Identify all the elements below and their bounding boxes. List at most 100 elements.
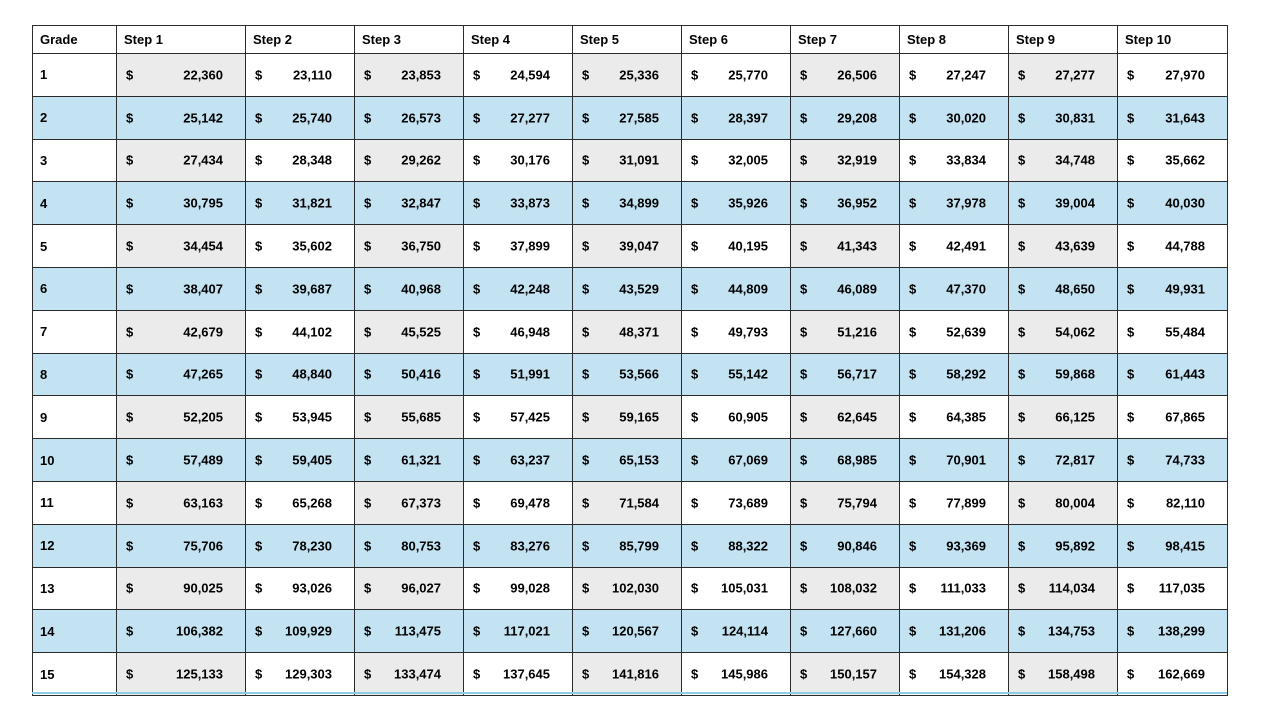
- salary-cell: $35,926: [681, 181, 791, 226]
- currency-symbol: $: [582, 281, 590, 297]
- salary-amount: 36,750: [401, 238, 441, 254]
- salary-cell: $65,153: [572, 438, 682, 482]
- currency-symbol: $: [800, 67, 808, 83]
- salary-cell: $30,176: [463, 138, 573, 183]
- salary-amount: 24,594: [510, 67, 550, 83]
- salary-cell: $30,795: [116, 181, 246, 226]
- currency-symbol: $: [126, 580, 134, 596]
- salary-amount: 120,567: [612, 623, 659, 639]
- pay-grade-table: Grade Step 1 Step 2 Step 3 Step 4 Step 5 Step …: [32, 25, 1228, 696]
- salary-cell: $27,434: [116, 138, 246, 183]
- salary-amount: 51,991: [510, 366, 550, 382]
- salary-amount: 73,689: [728, 495, 768, 511]
- currency-symbol: $: [582, 409, 590, 425]
- table-row: 13 $90,025 $93,026 $96,027 $99,028 $102,030 $1…: [32, 566, 1228, 611]
- currency-symbol: $: [126, 238, 134, 254]
- salary-amount: 50,416: [401, 366, 441, 382]
- salary-cell: $138,299: [1117, 609, 1228, 654]
- salary-cell: $59,868: [1008, 352, 1118, 397]
- grade-cell: 7: [32, 309, 117, 354]
- salary-cell: $120,567: [572, 609, 682, 654]
- salary-amount: 59,165: [619, 409, 659, 425]
- salary-amount: 42,679: [183, 324, 223, 340]
- salary-amount: 62,645: [837, 409, 877, 425]
- salary-cell: $25,142: [116, 95, 246, 140]
- salary-cell: $48,650: [1008, 266, 1118, 311]
- salary-amount: 33,834: [946, 152, 986, 168]
- salary-amount: 27,277: [510, 110, 550, 126]
- currency-symbol: $: [1127, 538, 1135, 554]
- currency-symbol: $: [691, 238, 699, 254]
- salary-amount: 44,788: [1165, 238, 1205, 254]
- currency-symbol: $: [909, 495, 917, 511]
- header-step-4: Step 4: [463, 25, 573, 54]
- currency-symbol: $: [126, 538, 134, 554]
- salary-amount: 59,868: [1055, 366, 1095, 382]
- salary-amount: 26,506: [837, 67, 877, 83]
- salary-cell: $27,277: [1008, 53, 1118, 97]
- grade-cell: 9: [32, 395, 117, 440]
- table-row: 3 $27,434 $28,348 $29,262 $30,176 $31,091 $32,…: [32, 138, 1228, 183]
- salary-amount: 150,157: [830, 666, 877, 682]
- table-row: 15 $125,133 $129,303 $133,474 $137,645 $141,8…: [32, 652, 1228, 696]
- salary-amount: 102,030: [612, 580, 659, 596]
- salary-amount: 45,525: [401, 324, 441, 340]
- salary-amount: 93,026: [292, 580, 332, 596]
- salary-cell: $34,899: [572, 181, 682, 226]
- salary-cell: $55,685: [354, 395, 464, 440]
- currency-symbol: $: [1018, 623, 1026, 639]
- currency-symbol: $: [691, 152, 699, 168]
- currency-symbol: $: [909, 580, 917, 596]
- salary-cell: $77,899: [899, 480, 1009, 525]
- currency-symbol: $: [255, 409, 263, 425]
- table-header-row: Grade Step 1 Step 2 Step 3 Step 4 Step 5 Step …: [32, 25, 1228, 54]
- currency-symbol: $: [582, 110, 590, 126]
- header-step-6: Step 6: [681, 25, 791, 54]
- currency-symbol: $: [800, 623, 808, 639]
- salary-amount: 133,474: [394, 666, 441, 682]
- salary-cell: $106,382: [116, 609, 246, 654]
- currency-symbol: $: [473, 580, 481, 596]
- salary-cell: $57,425: [463, 395, 573, 440]
- currency-symbol: $: [800, 152, 808, 168]
- currency-symbol: $: [1018, 495, 1026, 511]
- salary-amount: 67,865: [1165, 409, 1205, 425]
- salary-cell: $52,639: [899, 309, 1009, 354]
- salary-cell: $67,865: [1117, 395, 1228, 440]
- currency-symbol: $: [364, 666, 372, 682]
- salary-cell: $22,360: [116, 53, 246, 97]
- salary-cell: $131,206: [899, 609, 1009, 654]
- salary-cell: $127,660: [790, 609, 900, 654]
- grade-cell: 11: [32, 480, 117, 525]
- table-row: 6 $38,407 $39,687 $40,968 $42,248 $43,529 $44,…: [32, 266, 1228, 311]
- currency-symbol: $: [126, 666, 134, 682]
- salary-cell: $55,142: [681, 352, 791, 397]
- currency-symbol: $: [909, 409, 917, 425]
- salary-amount: 75,794: [837, 495, 877, 511]
- salary-cell: $93,369: [899, 523, 1009, 568]
- salary-amount: 80,753: [401, 538, 441, 554]
- salary-amount: 109,929: [285, 623, 332, 639]
- currency-symbol: $: [126, 623, 134, 639]
- salary-amount: 37,899: [510, 238, 550, 254]
- salary-amount: 63,237: [510, 452, 550, 468]
- salary-amount: 30,795: [183, 195, 223, 211]
- salary-amount: 158,498: [1048, 666, 1095, 682]
- salary-cell: $32,847: [354, 181, 464, 226]
- salary-cell: $25,336: [572, 53, 682, 97]
- table-row: 7 $42,679 $44,102 $45,525 $46,948 $48,371 $49,…: [32, 309, 1228, 354]
- salary-amount: 28,397: [728, 110, 768, 126]
- salary-cell: $32,005: [681, 138, 791, 183]
- salary-cell: $39,004: [1008, 181, 1118, 226]
- salary-amount: 42,248: [510, 281, 550, 297]
- currency-symbol: $: [364, 580, 372, 596]
- salary-amount: 48,840: [292, 366, 332, 382]
- salary-cell: $35,662: [1117, 138, 1228, 183]
- salary-cell: $49,793: [681, 309, 791, 354]
- salary-cell: $58,292: [899, 352, 1009, 397]
- salary-cell: $95,892: [1008, 523, 1118, 568]
- salary-cell: $31,091: [572, 138, 682, 183]
- currency-symbol: $: [364, 238, 372, 254]
- salary-amount: 47,265: [183, 366, 223, 382]
- currency-symbol: $: [473, 238, 481, 254]
